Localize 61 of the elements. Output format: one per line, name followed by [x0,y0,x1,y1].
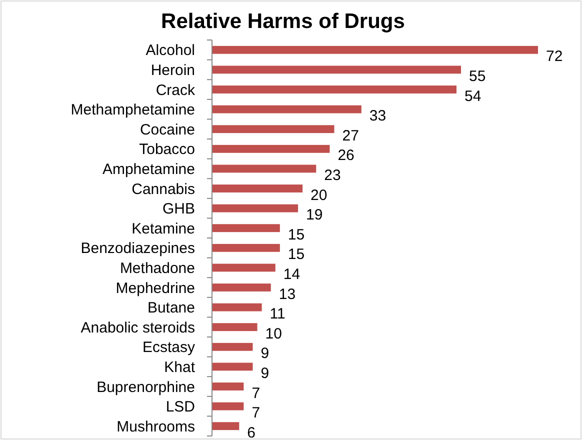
y-tick-label: Alcohol [146,42,195,60]
bar [212,244,280,252]
y-tick-label: Amphetamine [102,160,195,178]
data-label: 7 [252,404,260,422]
data-label: 23 [324,166,341,184]
y-tick-label: Benzodiazepines [80,240,195,258]
data-label: 55 [469,68,486,85]
y-tick-label: Ecstasy [142,339,196,356]
bar [212,284,271,292]
data-label: 72 [546,48,563,66]
y-tick-label: Cannabis [132,180,195,198]
data-label: 19 [306,206,323,224]
data-label: 10 [265,325,282,342]
y-tick-label: Mephedrine [116,280,195,297]
y-tick-label: Tobacco [139,141,195,158]
bar [212,402,244,410]
bar [212,264,276,272]
data-label: 9 [260,345,270,362]
bar [212,204,298,212]
y-tick-label: Methadone [120,260,195,277]
bar [212,105,362,114]
y-tick-label: Anabolic steroids [80,319,195,336]
y-tick-label: Khat [164,358,196,376]
bar [212,422,240,430]
y-tick-label: Crack [156,82,196,99]
bar [212,224,280,232]
y-tick-label: Ketamine [132,220,195,238]
y-tick-label: Mushrooms [116,418,195,436]
data-label: 13 [278,286,296,303]
bar [212,303,262,312]
data-label: 14 [283,266,300,283]
bar [212,125,334,134]
y-tick-label: Heroin [150,62,195,79]
bar [212,342,253,351]
bar [212,144,330,153]
data-label: 9 [260,364,270,382]
y-tick-label: Methamphetamine [70,102,195,119]
bar [212,323,258,332]
data-label: 6 [247,424,256,442]
bar [212,66,462,74]
y-tick-label: Buprenorphine [96,378,195,396]
data-label: 27 [342,127,359,144]
data-label: 11 [270,306,286,323]
data-label: 20 [310,186,328,204]
data-label: 33 [369,108,386,125]
bar [212,362,253,371]
bar [212,46,538,54]
bar [212,382,244,390]
chart-title: Relative Harms of Drugs [161,10,405,33]
bar [212,184,303,192]
data-label: 15 [288,226,305,244]
data-label: 26 [338,147,354,164]
data-label: 15 [288,246,305,264]
y-tick-label: LSD [166,398,196,416]
y-tick-label: Butane [147,300,195,317]
y-tick-label: GHB [162,200,195,218]
bar [212,86,456,94]
data-label: 54 [464,88,482,105]
data-label: 7 [252,384,260,402]
bar [212,164,316,173]
y-tick-label: Cocaine [140,121,195,138]
